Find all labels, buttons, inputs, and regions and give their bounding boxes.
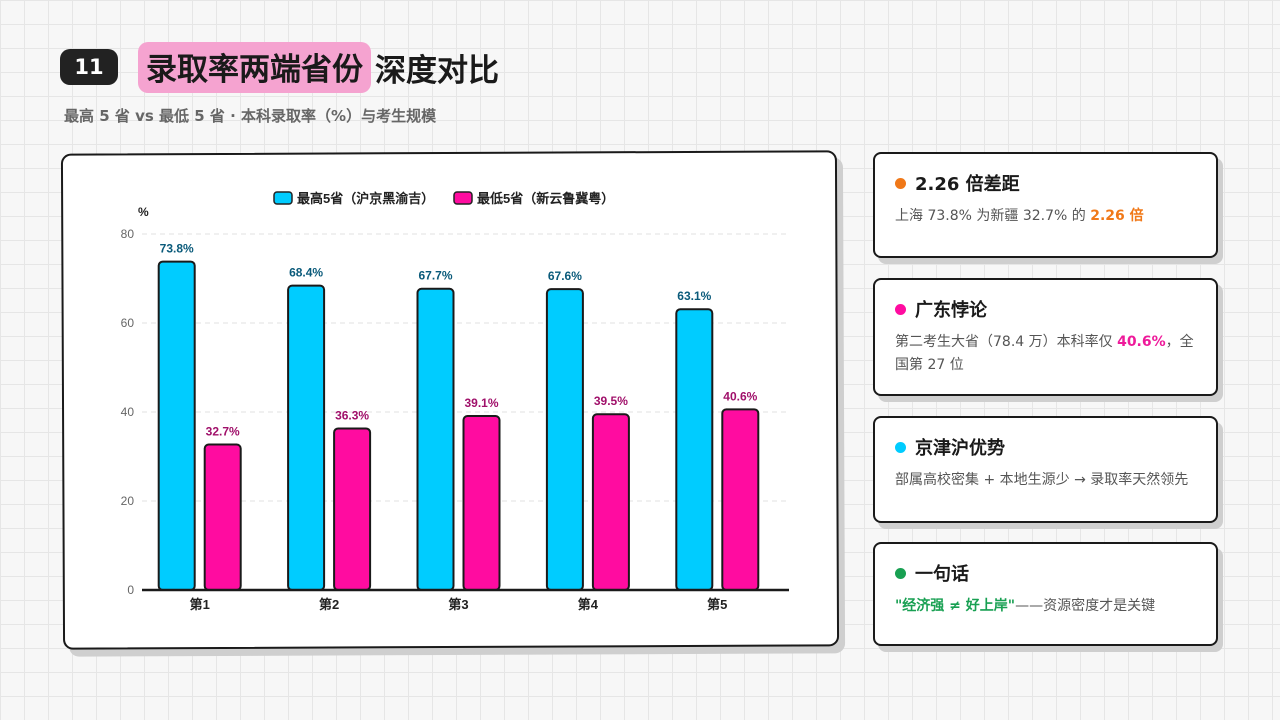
- bar-bottom5: [591, 413, 630, 591]
- card-title: 一句话: [915, 564, 969, 585]
- legend-label: 最高5省（沪京黑渝吉）: [297, 191, 434, 206]
- x-tick-label: 第1: [190, 597, 210, 612]
- insight-card-ratio: 2.26 倍差距 上海 73.8% 为新疆 32.7% 的 2.26 倍: [873, 152, 1218, 258]
- card-highlight: 40.6%: [1117, 334, 1166, 350]
- insight-card-guangdong: 广东悖论 第二考生大省（78.4 万）本科率仅 40.6%，全国第 27 位: [873, 278, 1218, 396]
- x-tick-label: 第4: [578, 597, 599, 612]
- bar-chart: 0 20 40 60 80% 最高5省（沪京黑渝吉） 最低5省（新云鲁冀粤） 73.8% 32.…: [121, 191, 789, 612]
- card-highlight: 2.26 倍: [1090, 208, 1144, 224]
- legend-label: 最低5省（新云鲁冀粤）: [477, 191, 614, 206]
- bar-top5: [416, 287, 455, 592]
- y-tick-label: 80: [121, 227, 135, 241]
- card-title: 2.26 倍差距: [915, 174, 1020, 195]
- data-label: 63.1%: [677, 289, 711, 303]
- bar-bottom5: [333, 427, 372, 591]
- card-title: 广东悖论: [915, 300, 987, 321]
- data-label: 36.3%: [335, 408, 369, 422]
- card-body: "经济强 ≠ 好上岸"——资源密度才是关键: [895, 598, 1156, 614]
- data-label: 39.1%: [464, 396, 498, 410]
- bar-bottom5: [721, 408, 760, 591]
- legend-swatch: [453, 191, 473, 205]
- page-number-badge: 11: [60, 49, 118, 85]
- y-tick-label: 40: [121, 405, 135, 419]
- data-label: 73.8%: [160, 242, 194, 256]
- y-axis-label: %: [138, 205, 149, 219]
- card-body: 上海 73.8% 为新疆 32.7% 的 2.26 倍: [895, 208, 1144, 224]
- x-tick-label: 第5: [707, 597, 727, 612]
- orange-dot-icon: [895, 177, 906, 189]
- data-label: 67.6%: [548, 269, 582, 283]
- bar-top5: [157, 260, 196, 591]
- insight-card-advantage: 京津沪优势 部属高校密集 + 本地生源少 → 录取率天然领先: [873, 416, 1218, 523]
- card-body: 部属高校密集 + 本地生源少 → 录取率天然领先: [895, 472, 1189, 488]
- card-title: 京津沪优势: [915, 438, 1005, 459]
- bar-top5: [287, 284, 326, 591]
- data-label: 68.4%: [289, 266, 323, 280]
- bar-top5: [545, 288, 584, 591]
- pink-dot-icon: [895, 303, 906, 315]
- page-title-rest: 深度对比: [375, 52, 499, 89]
- y-tick-label: 20: [121, 494, 135, 508]
- page-subtitle: 最高 5 省 vs 最低 5 省 · 本科录取率（%）与考生规模: [64, 107, 437, 125]
- bar-bottom5: [462, 415, 501, 591]
- data-label: 67.7%: [418, 269, 452, 283]
- bar-top5: [675, 308, 714, 592]
- data-label: 32.7%: [206, 424, 240, 438]
- green-dot-icon: [895, 567, 906, 579]
- slide-header: 11 录取率两端省份 深度对比: [60, 41, 499, 93]
- page-title-highlight: 录取率两端省份: [138, 41, 371, 93]
- y-tick-label: 60: [121, 316, 135, 330]
- card-highlight: "经济强 ≠ 好上岸": [895, 598, 1016, 614]
- legend-swatch: [273, 191, 293, 205]
- insight-card-summary: 一句话 "经济强 ≠ 好上岸"——资源密度才是关键: [873, 542, 1218, 646]
- card-body: 第二考生大省（78.4 万）本科率仅 40.6%，全国第 27 位: [895, 334, 1194, 373]
- bar-bottom5: [203, 443, 242, 591]
- data-label: 39.5%: [594, 394, 628, 408]
- x-tick-label: 第3: [448, 597, 468, 612]
- data-label: 40.6%: [723, 389, 757, 403]
- y-tick-label: 0: [127, 583, 134, 597]
- cyan-dot-icon: [895, 441, 906, 453]
- x-tick-label: 第2: [319, 597, 339, 612]
